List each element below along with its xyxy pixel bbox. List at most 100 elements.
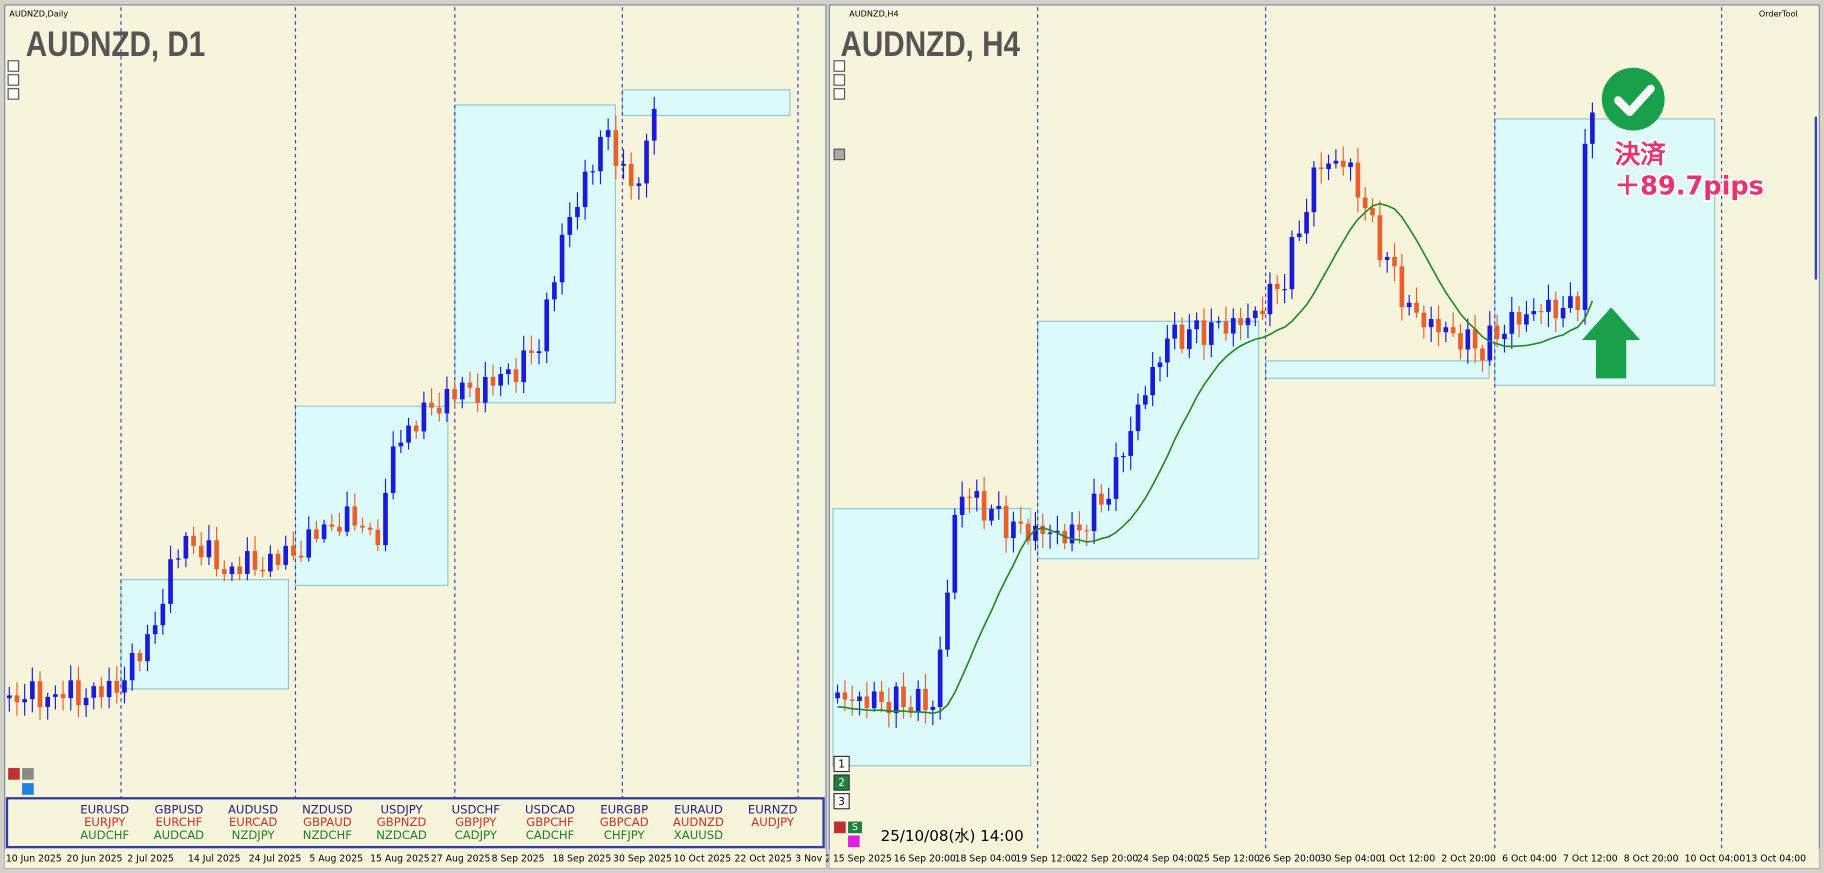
s-button[interactable] [848, 821, 862, 834]
symbol[interactable]: CADJPY [455, 828, 498, 842]
symbol[interactable]: NZDJPY [232, 828, 276, 842]
candle [283, 545, 289, 565]
symbol[interactable]: GBPJPY [455, 815, 497, 829]
candle [329, 524, 335, 527]
symbol[interactable]: EURUSD [80, 802, 129, 816]
candle [76, 680, 81, 706]
candle [1055, 530, 1060, 533]
tf-button[interactable] [833, 755, 850, 773]
date-label: 30 Sep 04:00 [1320, 853, 1382, 864]
symbol[interactable]: NZDCAD [376, 828, 427, 842]
date-label: 14 Jul 2025 [188, 853, 241, 864]
candle [406, 425, 411, 443]
candle [214, 540, 219, 570]
candle [344, 506, 350, 532]
symbol[interactable]: AUDJPY [751, 815, 795, 829]
toggle[interactable] [834, 821, 846, 834]
date-label: 3 Nov 2 [795, 853, 831, 864]
symbol[interactable]: AUDCAD [154, 828, 204, 842]
candle [1311, 167, 1317, 213]
date-label: 26 Sep 20:00 [1259, 853, 1321, 864]
toggle[interactable] [22, 768, 34, 780]
symbol[interactable]: CADCHF [526, 828, 575, 842]
symbol[interactable]: EURCAD [229, 815, 277, 829]
candle [106, 680, 112, 698]
zone [294, 405, 449, 586]
symbol[interactable]: GBPAUD [303, 815, 352, 829]
candle [1362, 197, 1368, 209]
candle [628, 163, 634, 186]
symbol[interactable]: EURNZD [748, 802, 798, 816]
toggle[interactable] [22, 783, 34, 795]
symbol[interactable]: EURCHF [155, 815, 202, 829]
symbol[interactable]: NZDCHF [303, 828, 352, 842]
candle [1326, 163, 1331, 170]
candle [168, 559, 173, 604]
candle [521, 350, 527, 383]
symbol[interactable]: EURAUD [674, 802, 723, 816]
candle [959, 496, 965, 515]
symbol[interactable]: AUDNZD [673, 815, 724, 829]
symbol[interactable]: GBPNZD [377, 815, 427, 829]
candle [1135, 404, 1141, 432]
symbol[interactable]: GBPCHF [526, 815, 574, 829]
candle [1121, 455, 1126, 458]
symbol[interactable]: USDCAD [525, 802, 575, 816]
symbol[interactable]: AUDCHF [80, 828, 129, 842]
candle [291, 545, 296, 556]
date-label: 22 Oct 2025 [734, 853, 792, 864]
scroll-buttons[interactable] [833, 60, 846, 161]
candle [429, 402, 434, 408]
candle [490, 376, 496, 386]
candle [544, 299, 550, 352]
toggle[interactable] [848, 835, 860, 848]
candle [842, 692, 848, 700]
tool-label[interactable]: OrderTool [1759, 9, 1798, 19]
candle [206, 540, 212, 558]
candle [275, 553, 281, 565]
candle [14, 695, 20, 703]
tf-button[interactable] [833, 774, 850, 791]
symbol[interactable]: GBPUSD [154, 802, 203, 816]
candle [383, 492, 388, 546]
check-icon [1601, 67, 1665, 131]
candle [390, 446, 396, 493]
candle [1428, 319, 1434, 328]
candle [1223, 321, 1229, 334]
symbol[interactable]: USDCHF [452, 802, 501, 816]
symbol[interactable]: CHFJPY [604, 828, 646, 842]
scroll-buttons[interactable] [7, 60, 20, 100]
candle [1238, 318, 1243, 326]
candle [298, 555, 304, 558]
toggle[interactable] [8, 768, 20, 780]
candle [1267, 283, 1273, 315]
candle [1113, 457, 1119, 499]
candle [1553, 299, 1559, 319]
symbol[interactable]: XAUUSD [674, 828, 723, 842]
candle [930, 707, 936, 710]
candle [191, 535, 196, 546]
candle [590, 171, 596, 173]
symbol[interactable]: EURGBP [600, 802, 648, 816]
right-separators [1037, 7, 1723, 850]
candle [1436, 319, 1441, 333]
candle [613, 130, 619, 166]
candle [529, 350, 534, 353]
symbol[interactable]: GBPCAD [600, 815, 649, 829]
candle [1509, 311, 1515, 334]
candle [651, 108, 657, 141]
tf-button[interactable] [833, 793, 850, 810]
symbol[interactable]: EURJPY [84, 815, 126, 829]
candle [475, 387, 480, 403]
chart-label: AUDNZD, H4 [840, 25, 1020, 64]
symbol[interactable]: NZDUSD [302, 802, 352, 816]
candle [421, 402, 427, 432]
candle [1531, 311, 1537, 315]
symbol[interactable]: AUDUSD [228, 802, 278, 816]
candle [1399, 266, 1405, 308]
timestamp: 25/10/08(水) 14:00 [881, 827, 1024, 845]
symbol[interactable]: USDJPY [380, 802, 423, 816]
candle [1003, 505, 1009, 538]
candle [1186, 329, 1192, 349]
candle [321, 524, 327, 539]
